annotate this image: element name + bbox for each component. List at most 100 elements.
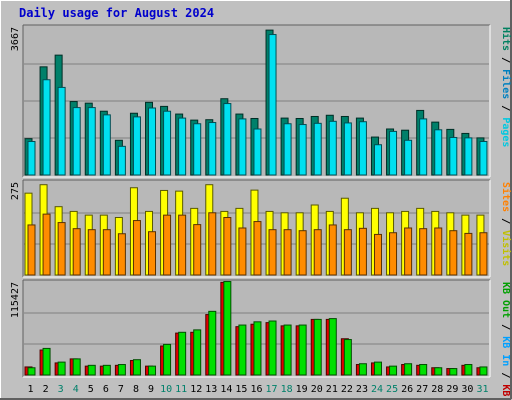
bar-sites-day-30: [464, 232, 473, 276]
day-label-4: 4: [73, 384, 79, 395]
bar-files-day-14: [223, 103, 232, 176]
legend-kb-in: KB In: [500, 336, 511, 366]
bar-kb-out-day-17: [268, 320, 277, 376]
bar-sites-day-22: [343, 229, 352, 276]
bar-kb-out-day-19: [298, 324, 307, 376]
day-label-6: 6: [103, 384, 109, 395]
bar-sites-day-14: [223, 217, 232, 276]
bar-kb-out-day-16: [253, 321, 262, 376]
legend-panel-3: KB Out / KB In / KB F: [500, 282, 511, 400]
bar-sites-day-6: [102, 229, 111, 276]
bar-files-day-7: [117, 145, 126, 176]
bar-kb-out-day-29: [449, 368, 458, 376]
axis-max-label: 3667: [10, 27, 21, 51]
day-label-5: 5: [88, 384, 94, 395]
bar-kb-out-day-18: [283, 324, 292, 376]
panel-1: 3667 Hits / Files / Pages: [10, 24, 512, 178]
bar-sites-day-12: [193, 224, 202, 276]
bar-kb-out-day-11: [178, 331, 187, 376]
bar-kb-out-day-9: [148, 365, 157, 376]
bar-sites-day-18: [283, 229, 292, 276]
day-label-3: 3: [58, 384, 64, 395]
bar-files-day-30: [464, 137, 473, 176]
bar-kb-out-day-3: [57, 361, 66, 376]
bar-files-day-29: [449, 136, 458, 176]
bar-files-day-18: [283, 123, 292, 176]
day-label-13: 13: [205, 384, 217, 395]
day-label-30: 30: [461, 384, 473, 395]
bar-kb-out-day-7: [117, 364, 126, 376]
bar-kb-out-day-28: [434, 367, 443, 376]
bar-sites-day-29: [449, 230, 458, 276]
bar-files-day-31: [479, 141, 488, 176]
day-label-22: 22: [341, 384, 353, 395]
bar-sites-day-1: [27, 224, 36, 276]
bar-kb-out-day-2: [42, 347, 51, 376]
bar-files-day-10: [163, 110, 172, 176]
bar-sites-day-16: [253, 221, 262, 276]
legend-panel-2: Sites / Visits: [500, 182, 512, 266]
bar-sites-day-20: [313, 229, 322, 276]
bar-sites-day-25: [389, 232, 398, 276]
bar-files-day-6: [102, 114, 111, 176]
bar-sites-day-2: [42, 213, 51, 276]
bar-sites-day-23: [358, 227, 367, 276]
day-label-1: 1: [28, 384, 34, 395]
bar-kb-out-day-6: [102, 364, 111, 376]
legend-visits: Visits: [500, 230, 512, 266]
day-label-15: 15: [235, 384, 247, 395]
bar-kb-out-day-26: [404, 363, 413, 376]
legend-hits: Hits: [500, 27, 512, 51]
bar-sites-day-26: [404, 227, 413, 276]
bar-kb-out-day-10: [163, 343, 172, 376]
day-label-10: 10: [160, 384, 172, 395]
panel-2: 275 Sites / Visits: [10, 179, 512, 278]
bar-files-day-13: [208, 122, 217, 176]
bar-kb-out-day-4: [72, 358, 81, 376]
bar-sites-day-19: [298, 230, 307, 276]
bar-files-day-3: [57, 86, 66, 176]
bar-files-day-24: [373, 144, 382, 176]
bar-sites-day-8: [132, 220, 141, 276]
bar-kb-out-day-21: [328, 318, 337, 376]
bar-kb-out-day-24: [373, 361, 382, 376]
legend-separator: /: [500, 51, 511, 69]
day-label-7: 7: [118, 384, 124, 395]
bar-kb-out-day-25: [389, 365, 398, 376]
day-label-20: 20: [311, 384, 323, 395]
legend-separator: /: [500, 99, 511, 117]
day-label-24: 24: [371, 384, 383, 395]
bar-sites-day-31: [479, 232, 488, 276]
day-label-25: 25: [386, 384, 398, 395]
bar-sites-day-10: [163, 214, 172, 276]
bar-files-day-5: [87, 107, 96, 176]
bar-files-day-2: [42, 79, 51, 176]
legend-files: Files: [500, 69, 512, 99]
day-label-26: 26: [401, 384, 413, 395]
bar-kb-out-day-30: [464, 364, 473, 376]
bar-sites-day-3: [57, 222, 66, 276]
bar-kb-out-day-8: [132, 359, 141, 376]
axis-max-label: 115427: [10, 282, 21, 318]
panel-3: 115427 KB Out / KB In / KB F: [10, 279, 511, 400]
day-label-29: 29: [446, 384, 458, 395]
day-axis: 1 2 3 4 5 6 7 8 9 10 11 12 13 14 15 16 17 18 19 20 21 22 23 24 2…: [28, 384, 489, 395]
bar-kb-out-day-12: [193, 329, 202, 376]
bar-kb-out-day-5: [87, 364, 96, 376]
bar-sites-day-28: [434, 227, 443, 276]
day-label-16: 16: [250, 384, 262, 395]
legend-sites: Sites: [500, 182, 512, 212]
bar-sites-day-24: [373, 233, 382, 276]
bar-files-day-27: [419, 118, 428, 176]
day-label-21: 21: [326, 384, 338, 395]
day-label-9: 9: [148, 384, 154, 395]
bar-sites-day-9: [148, 231, 157, 276]
bar-sites-day-15: [238, 227, 247, 276]
bar-kb-out-day-14: [223, 281, 232, 376]
day-label-31: 31: [476, 384, 488, 395]
bar-files-day-15: [238, 118, 247, 176]
axis-max-label: 275: [10, 182, 21, 200]
bar-files-day-19: [298, 124, 307, 176]
